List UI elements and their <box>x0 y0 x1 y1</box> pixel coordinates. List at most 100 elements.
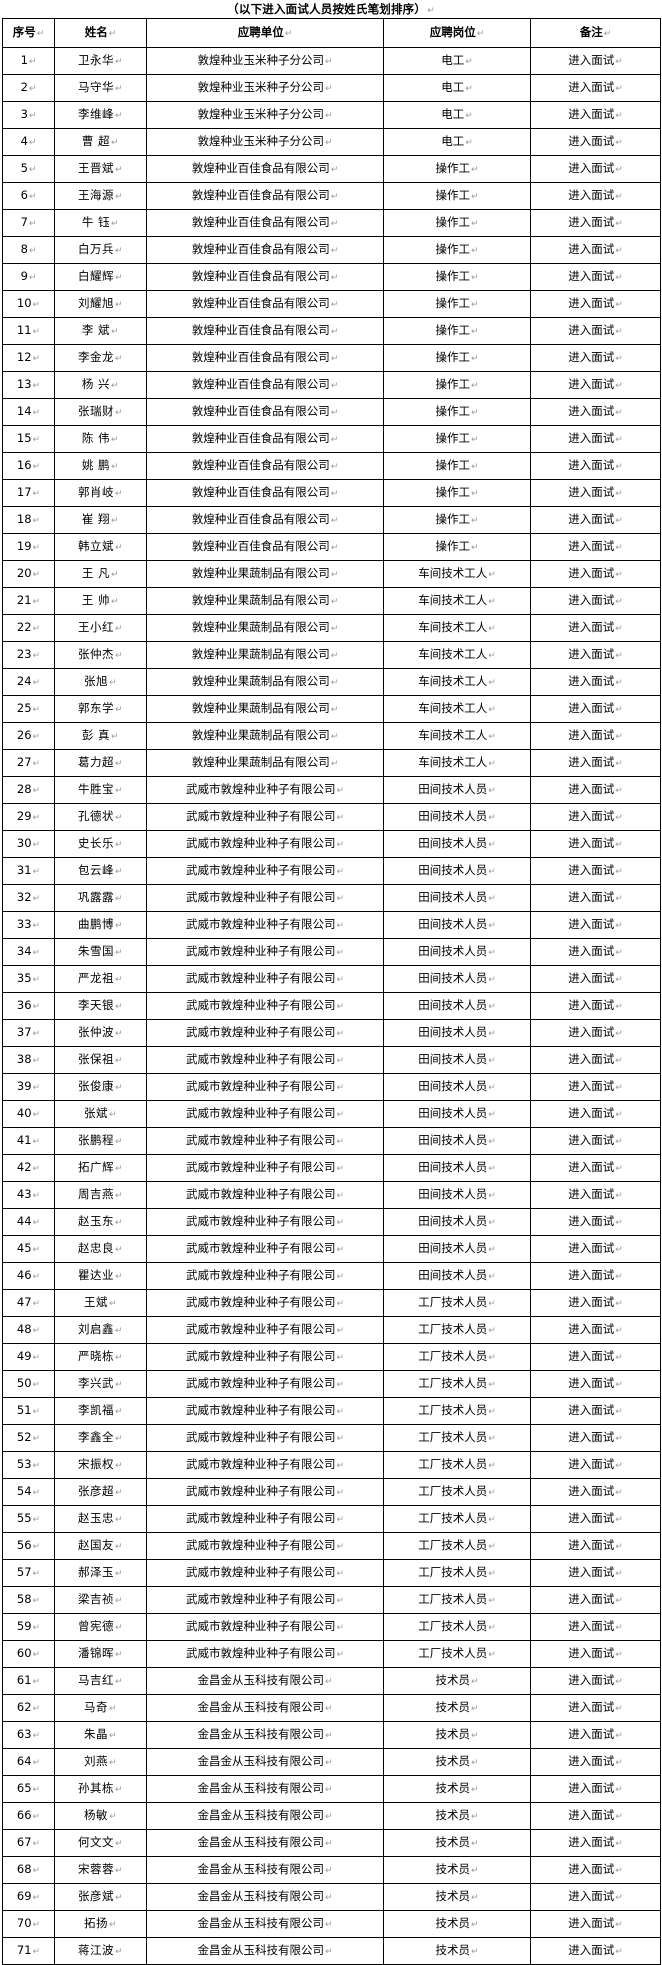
cell-remark: 进入面试↵ <box>530 938 661 966</box>
pilcrow-mark: ↵ <box>114 1596 124 1606</box>
pilcrow-mark: ↵ <box>336 1164 345 1174</box>
pilcrow-mark: ↵ <box>114 1083 124 1093</box>
cell-unit: 敦煌种业果蔬制品有限公司↵ <box>146 641 384 669</box>
pilcrow-mark: ↵ <box>32 1677 41 1687</box>
cell-name: 马奇↵ <box>54 1694 147 1722</box>
cell-remark: 进入面试↵ <box>530 1235 661 1263</box>
cell-unit: 武威市敦煌种业种子有限公司↵ <box>146 1424 384 1452</box>
cell-remark: 进入面试↵ <box>530 1775 661 1803</box>
cell-remark: 进入面试↵ <box>530 263 661 291</box>
pilcrow-mark: ↵ <box>615 1596 623 1606</box>
cell-position: 技术员↵ <box>383 1937 531 1965</box>
pilcrow-mark: ↵ <box>111 219 120 229</box>
table-row: 54↵ 张彦超↵ 武威市敦煌种业种子有限公司↵ 工厂技术人员↵ 进入面试↵ <box>2 1478 661 1506</box>
cell-unit: 武威市敦煌种业种子有限公司↵ <box>146 1640 384 1668</box>
cell-index: 27↵ <box>2 749 55 777</box>
cell-unit: 武威市敦煌种业种子有限公司↵ <box>146 1208 384 1236</box>
cell-name: 张仲波↵ <box>54 1019 147 1047</box>
pilcrow-mark: ↵ <box>32 1488 41 1498</box>
pilcrow-mark: ↵ <box>32 597 41 607</box>
pilcrow-mark: ↵ <box>615 1812 623 1822</box>
pilcrow-mark: ↵ <box>615 1947 623 1957</box>
pilcrow-mark: ↵ <box>32 489 41 499</box>
pilcrow-mark: ↵ <box>114 1839 124 1849</box>
table-row: 19↵ 韩立斌↵ 敦煌种业百佳食品有限公司↵ 操作工↵ 进入面试↵ <box>2 533 661 561</box>
table-row: 52↵ 李鑫全↵ 武威市敦煌种业种子有限公司↵ 工厂技术人员↵ 进入面试↵ <box>2 1424 661 1452</box>
cell-remark: 进入面试↵ <box>530 1505 661 1533</box>
cell-name: 陈 伟↵ <box>54 425 147 453</box>
cell-position: 电工↵ <box>383 128 531 156</box>
pilcrow-mark: ↵ <box>114 651 124 661</box>
cell-unit: 武威市敦煌种业种子有限公司↵ <box>146 1343 384 1371</box>
cell-unit: 敦煌种业果蔬制品有限公司↵ <box>146 587 384 615</box>
cell-position: 技术员↵ <box>383 1721 531 1749</box>
pilcrow-mark: ↵ <box>336 975 345 985</box>
cell-unit: 武威市敦煌种业种子有限公司↵ <box>146 1559 384 1587</box>
cell-name: 王斌↵ <box>54 1289 147 1317</box>
pilcrow-mark: ↵ <box>336 1245 345 1255</box>
pilcrow-mark: ↵ <box>488 867 496 877</box>
cell-position: 工厂技术人员↵ <box>383 1316 531 1344</box>
pilcrow-mark: ↵ <box>32 1866 41 1876</box>
cell-name: 宋振权↵ <box>54 1451 147 1479</box>
cell-position: 操作工↵ <box>383 290 531 318</box>
pilcrow-mark: ↵ <box>470 489 479 499</box>
cell-remark: 进入面试↵ <box>530 1586 661 1614</box>
pilcrow-mark: ↵ <box>470 1785 479 1795</box>
pilcrow-mark: ↵ <box>615 1650 623 1660</box>
cell-name: 王晋斌↵ <box>54 155 147 183</box>
cell-remark: 进入面试↵ <box>530 1640 661 1668</box>
cell-name: 赵玉忠↵ <box>54 1505 147 1533</box>
cell-index: 19↵ <box>2 533 55 561</box>
pilcrow-mark: ↵ <box>114 975 124 985</box>
pilcrow-mark: ↵ <box>114 1245 124 1255</box>
cell-unit: 武威市敦煌种业种子有限公司↵ <box>146 1370 384 1398</box>
cell-position: 操作工↵ <box>383 209 531 237</box>
pilcrow-mark: ↵ <box>336 1299 345 1309</box>
table-row: 61↵ 马吉红↵ 金昌金从玉科技有限公司↵ 技术员↵ 进入面试↵ <box>2 1667 661 1695</box>
table-row: 64↵ 刘燕↵ 金昌金从玉科技有限公司↵ 技术员↵ 进入面试↵ <box>2 1748 661 1776</box>
pilcrow-mark: ↵ <box>330 597 339 607</box>
pilcrow-mark: ↵ <box>111 462 120 472</box>
pilcrow-mark: ↵ <box>114 867 124 877</box>
cell-index: 8↵ <box>2 236 55 264</box>
pilcrow-mark: ↵ <box>470 1947 479 1957</box>
cell-position: 工厂技术人员↵ <box>383 1559 531 1587</box>
cell-unit: 武威市敦煌种业种子有限公司↵ <box>146 1100 384 1128</box>
pilcrow-mark: ↵ <box>324 1758 333 1768</box>
pilcrow-mark: ↵ <box>615 894 623 904</box>
pilcrow-mark: ↵ <box>615 1407 623 1417</box>
pilcrow-mark: ↵ <box>114 759 124 769</box>
pilcrow-mark: ↵ <box>615 1083 623 1093</box>
cell-remark: 进入面试↵ <box>530 1127 661 1155</box>
cell-position: 操作工↵ <box>383 263 531 291</box>
pilcrow-mark: ↵ <box>488 678 496 688</box>
pilcrow-mark: ↵ <box>615 597 623 607</box>
pilcrow-mark: ↵ <box>111 138 120 148</box>
table-row: 30↵ 史长乐↵ 武威市敦煌种业种子有限公司↵ 田间技术人员↵ 进入面试↵ <box>2 830 661 858</box>
pilcrow-mark: ↵ <box>32 1704 41 1714</box>
pilcrow-mark: ↵ <box>32 1920 41 1930</box>
table-row: 68↵ 宋蓉蓉↵ 金昌金从玉科技有限公司↵ 技术员↵ 进入面试↵ <box>2 1856 661 1884</box>
table-row: 5↵ 王晋斌↵ 敦煌种业百佳食品有限公司↵ 操作工↵ 进入面试↵ <box>2 155 661 183</box>
cell-index: 6↵ <box>2 182 55 210</box>
table-row: 44↵ 赵玉东↵ 武威市敦煌种业种子有限公司↵ 田间技术人员↵ 进入面试↵ <box>2 1208 661 1236</box>
cell-position: 工厂技术人员↵ <box>383 1532 531 1560</box>
table-row: 59↵ 曾宪德↵ 武威市敦煌种业种子有限公司↵ 工厂技术人员↵ 进入面试↵ <box>2 1613 661 1641</box>
pilcrow-mark: ↵ <box>470 354 479 364</box>
cell-unit: 敦煌种业百佳食品有限公司↵ <box>146 182 384 210</box>
cell-unit: 武威市敦煌种业种子有限公司↵ <box>146 965 384 993</box>
pilcrow-mark: ↵ <box>488 1056 496 1066</box>
cell-unit: 武威市敦煌种业种子有限公司↵ <box>146 884 384 912</box>
cell-position: 工厂技术人员↵ <box>383 1640 531 1668</box>
pilcrow-mark: ↵ <box>615 327 623 337</box>
pilcrow-mark: ↵ <box>114 1137 124 1147</box>
cell-index: 26↵ <box>2 722 55 750</box>
pilcrow-mark: ↵ <box>114 1623 124 1633</box>
cell-remark: 进入面试↵ <box>530 344 661 372</box>
cell-index: 62↵ <box>2 1694 55 1722</box>
pilcrow-mark: ↵ <box>470 1893 479 1903</box>
table-row: 29↵ 孔德状↵ 武威市敦煌种业种子有限公司↵ 田间技术人员↵ 进入面试↵ <box>2 803 661 831</box>
table-row: 70↵ 拓扬↵ 金昌金从玉科技有限公司↵ 技术员↵ 进入面试↵ <box>2 1910 661 1938</box>
pilcrow-mark: ↵ <box>330 462 339 472</box>
